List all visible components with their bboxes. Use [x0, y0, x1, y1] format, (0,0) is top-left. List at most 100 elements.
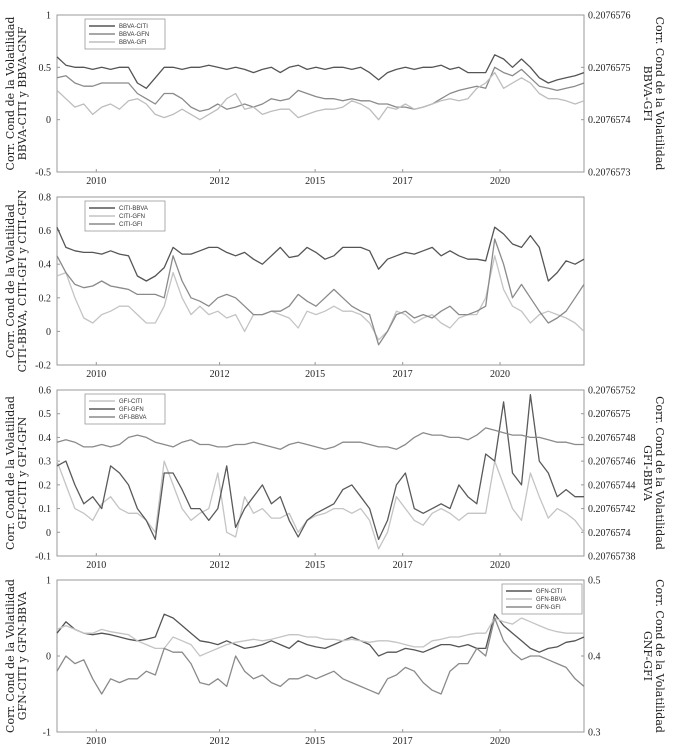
y-tick-label: 0 [46, 115, 51, 126]
series-line-bbva-gfi [56, 71, 585, 121]
y-tick-label: 0.2 [39, 480, 52, 491]
y-tick-label: -0.5 [35, 168, 51, 179]
x-tick-label: 2017 [393, 736, 413, 745]
series-line-citi-gfn [56, 255, 585, 341]
y-axis-title: Corr. Cond de la Volatilidad [4, 17, 17, 171]
y-tick-label: -1 [43, 728, 51, 739]
y-tick-label: 0.6 [39, 386, 52, 397]
panel-4: 2010 2012 2015 2017 2020 1 0 -1 0.5 0.4 0.3 Corr. C… [4, 576, 666, 745]
series-line-bbva-gfn [56, 66, 585, 112]
panel-2: 2010 2012 2015 2017 2020 0.8 0.6 0.4 0.2 0 -0.2 Cor… [4, 189, 585, 380]
legend: CITI-BBVA CITI-GFN CITI-GFI [84, 200, 166, 232]
y-right-tick-label: 0.20765742 [588, 504, 636, 515]
legend-label: GFI-GFN [119, 407, 144, 413]
y-axis-title: Corr. Cond de la Volatilidad [4, 579, 17, 733]
y-right-axis-title: Corr. Cond de la Volatilidad [653, 579, 666, 733]
legend-label: BBVA-GFN [119, 32, 149, 38]
x-tick-label: 2015 [305, 736, 325, 745]
panel-1: 2010 2012 2015 2017 2020 1 0.5 0 -0.5 0.2076576 0.… [4, 11, 666, 188]
y-tick-label: -0.2 [35, 361, 51, 372]
x-tick-label: 2012 [210, 176, 230, 187]
y-tick-label: 0.3 [39, 457, 52, 468]
legend-label: GFN-CITI [536, 589, 562, 595]
y-axis-title: GFN-CITI y GFN-BBVA [16, 591, 29, 721]
legend: GFN-CITI GFN-BBVA GFN-GFI [501, 583, 583, 615]
y-right-tick-label: 0.3 [588, 728, 601, 739]
x-tick-label: 2010 [86, 560, 106, 571]
y-tick-label: 0.8 [39, 193, 52, 204]
series-line-gfn-bbva [56, 617, 584, 657]
y-right-tick-label: 0.20765744 [588, 480, 636, 491]
y-tick-label: 0.2 [39, 293, 52, 304]
legend-label: GFI-CITI [119, 399, 143, 405]
legend-label: CITI-GFI [119, 222, 143, 228]
x-tick-label: 2020 [490, 736, 510, 745]
x-tick-label: 2012 [210, 736, 230, 745]
series-line-citi-bbva [56, 226, 585, 282]
y-right-tick-label: 0.20765748 [588, 433, 636, 444]
legend-label: GFI-BBVA [119, 415, 147, 421]
y-tick-label: 0 [46, 528, 51, 539]
x-tick-label: 2020 [490, 560, 510, 571]
y-right-axis-title: Corr. Cond de la Volatilidad [653, 396, 666, 550]
y-axis-title: GFI-CITI y GFI-GFN [16, 416, 29, 529]
y-right-axis-title: GNF-GFI [641, 631, 654, 681]
y-tick-label: 0.4 [39, 260, 52, 271]
y-tick-label: 0.5 [39, 409, 52, 420]
legend-label: CITI-GFN [119, 214, 145, 220]
legend-label: BBVA-GFI [119, 40, 147, 46]
x-tick-label: 2017 [393, 560, 413, 571]
series-line-citi-gfi [56, 238, 585, 346]
series-line-bbva-citi [56, 54, 585, 89]
series-line-gfi-gfn [56, 394, 584, 541]
y-tick-label: 0.5 [39, 63, 52, 74]
series-line-gfi-bbva [56, 427, 584, 450]
x-tick-label: 2017 [393, 176, 413, 187]
legend: GFI-CITI GFI-GFN GFI-BBVA [84, 393, 166, 425]
y-axis-title: Corr. Cond de la Volatilidad [4, 204, 17, 358]
x-tick-label: 2015 [305, 176, 325, 187]
y-tick-label: 1 [46, 576, 51, 587]
y-tick-label: 0 [46, 327, 51, 338]
series-line-gfn-gfi [56, 617, 585, 695]
y-right-tick-label: 0.2076576 [588, 11, 631, 22]
legend-label: GFN-GFI [536, 605, 561, 611]
x-tick-label: 2010 [86, 736, 106, 745]
x-tick-label: 2017 [393, 369, 413, 380]
y-tick-label: 0.6 [39, 226, 52, 237]
y-axis-title: CITI-BBVA, CITI-GFI y CITI-GFN [16, 189, 29, 372]
panel-3: 2010 2012 2015 2017 2020 0.6 0.5 0.4 0.3 0.2 0.1 0 -… [4, 386, 666, 572]
x-tick-label: 2020 [490, 176, 510, 187]
y-tick-label: 0 [46, 652, 51, 663]
x-tick-label: 2010 [86, 369, 106, 380]
y-right-tick-label: 0.2076574 [588, 115, 631, 126]
y-axis-title: BBVA-CITI y BBVA-GNF [16, 26, 29, 160]
x-tick-label: 2010 [86, 176, 106, 187]
y-right-tick-label: 0.2076575 [588, 63, 631, 74]
x-tick-label: 2012 [210, 560, 230, 571]
series-line-gfn-citi [56, 613, 585, 657]
x-tick-label: 2012 [210, 369, 230, 380]
y-right-axis-title: BBVA-GFI [641, 66, 654, 122]
y-right-tick-label: 0.2076574 [588, 528, 631, 539]
y-right-tick-label: 0.2076575 [588, 409, 631, 420]
x-tick-label: 2015 [305, 369, 325, 380]
legend-label: GFN-BBVA [536, 597, 566, 603]
legend-label: BBVA-CITI [119, 24, 148, 30]
y-right-axis-title: GFI-BBVA [641, 445, 654, 502]
y-tick-label: 0.4 [39, 433, 52, 444]
y-right-tick-label: 0.20765738 [588, 552, 636, 563]
plot-frame [56, 579, 585, 733]
y-tick-label: 0.1 [39, 504, 52, 515]
y-right-tick-label: 0.20765752 [588, 386, 636, 397]
y-right-axis-title: Corr. Cond de la Volatilidad [653, 17, 666, 171]
y-right-tick-label: 0.4 [588, 652, 601, 663]
x-tick-label: 2020 [490, 369, 510, 380]
y-tick-label: -0.1 [35, 552, 51, 563]
legend-label: CITI-BBVA [119, 206, 148, 212]
y-right-tick-label: 0.5 [588, 576, 601, 587]
y-right-tick-label: 0.20765746 [588, 457, 636, 468]
x-tick-label: 2015 [305, 560, 325, 571]
y-tick-label: 1 [46, 11, 51, 22]
